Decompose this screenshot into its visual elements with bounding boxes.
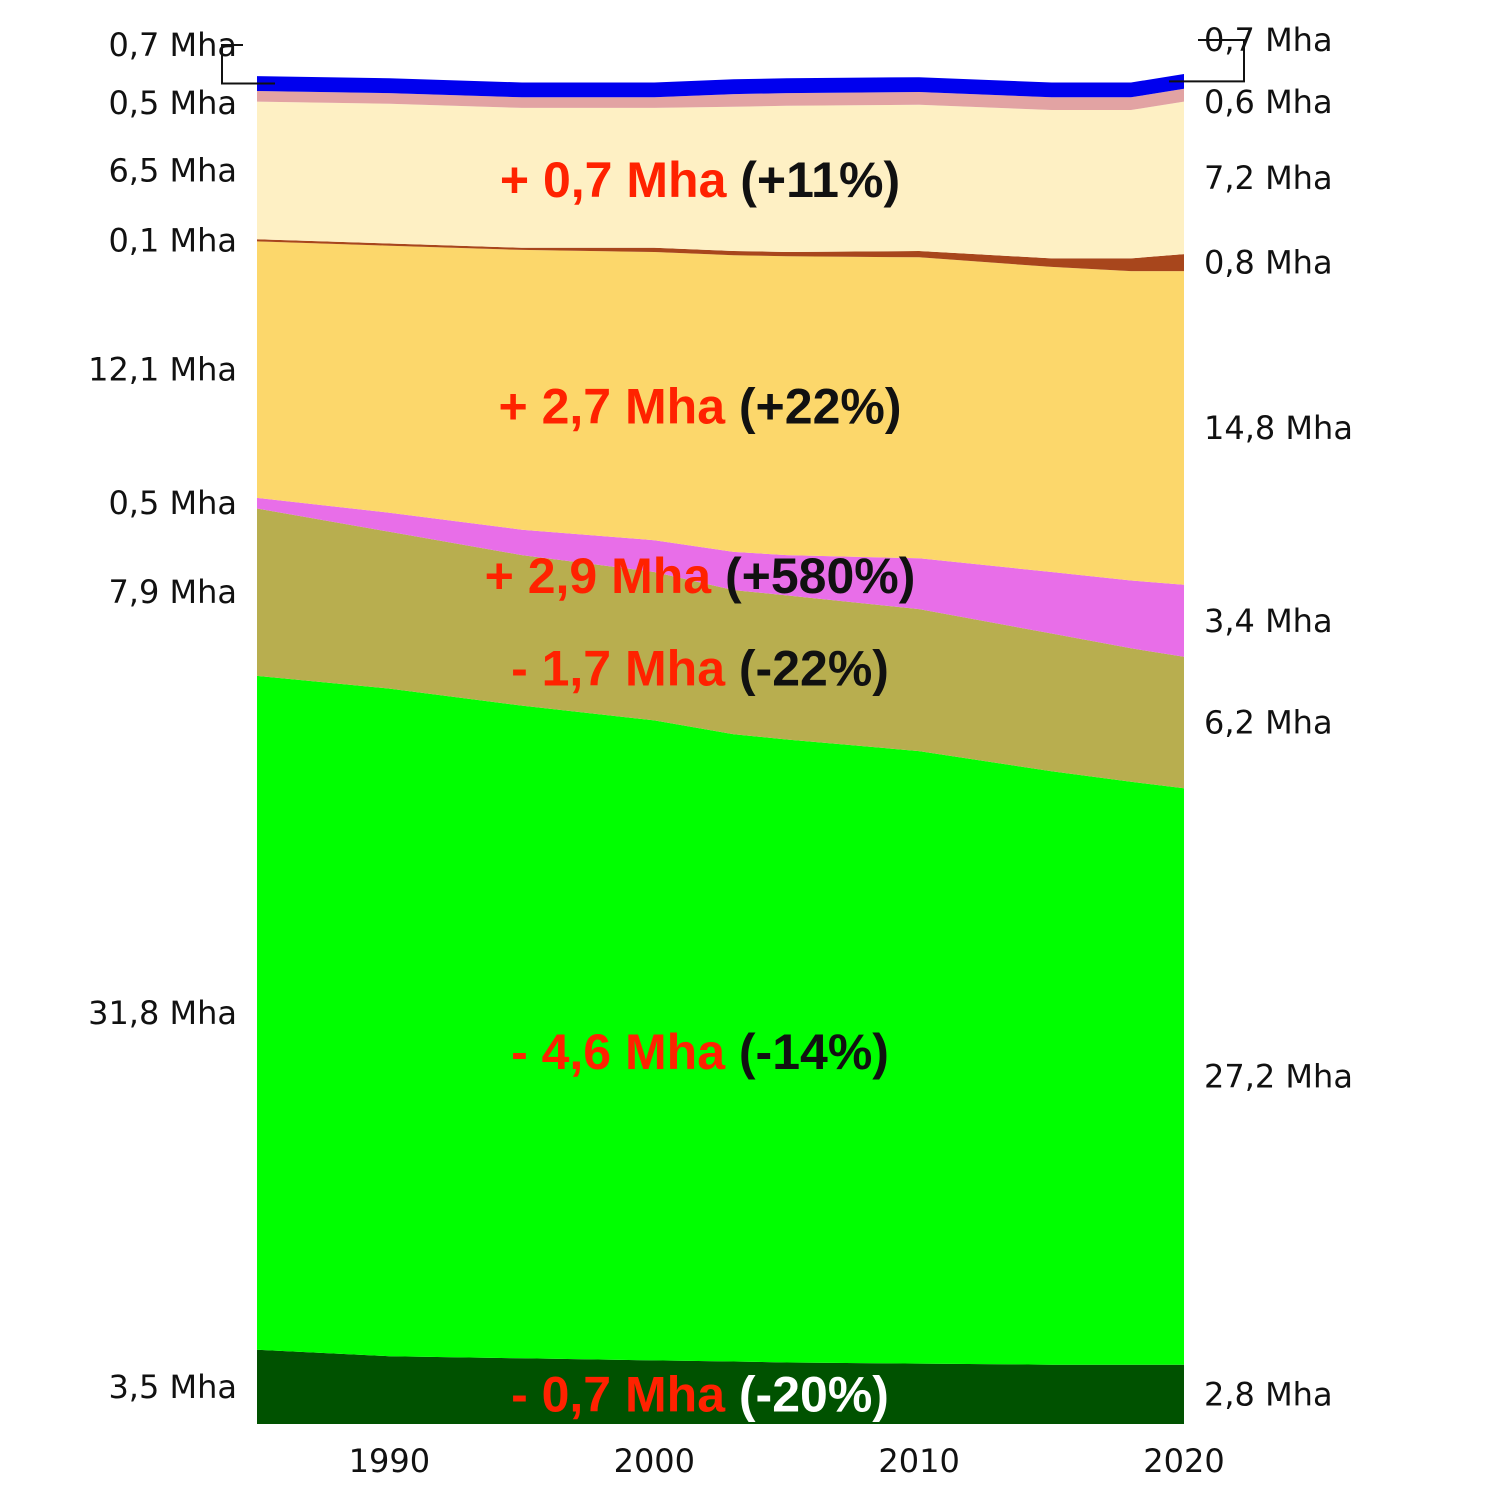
change-amount: - 0,7 Mha	[511, 1366, 739, 1422]
start-value-label: 0,7 Mha	[108, 26, 237, 64]
leader-line	[1169, 39, 1245, 83]
change-percent: (-20%)	[739, 1366, 889, 1422]
area-series-1	[257, 675, 1184, 1365]
change-amount: + 2,7 Mha	[499, 379, 739, 435]
change-label: - 0,7 Mha (-20%)	[511, 1366, 889, 1422]
start-value-label: 0,1 Mha	[108, 221, 237, 259]
area-series-2	[257, 508, 1184, 789]
change-percent: (+11%)	[740, 152, 900, 208]
area-series-0	[257, 1349, 1184, 1424]
area-series-7	[257, 88, 1184, 110]
change-amount: + 0,7 Mha	[500, 152, 740, 208]
area-series-5	[257, 239, 1184, 272]
x-axis-ticks: 1990 2000 2010 2020	[349, 1442, 1225, 1480]
leader-lines	[221, 39, 1245, 85]
x-tick-label: 2020	[1143, 1442, 1224, 1480]
area-series-3	[257, 497, 1184, 657]
change-amount: + 2,9 Mha	[485, 548, 725, 604]
area-layers	[257, 74, 1184, 1424]
start-value-label: 0,5 Mha	[108, 84, 237, 122]
end-value-label: 14,8 Mha	[1204, 409, 1353, 447]
end-value-label: 6,2 Mha	[1204, 704, 1333, 742]
start-value-label: 12,1 Mha	[88, 351, 237, 389]
start-value-label: 3,5 Mha	[108, 1368, 237, 1406]
end-value-label: 0,7 Mha	[1204, 21, 1333, 59]
change-amount: - 4,6 Mha	[511, 1024, 739, 1080]
change-label: + 0,7 Mha (+11%)	[500, 152, 900, 208]
change-percent: (+580%)	[725, 548, 915, 604]
x-tick-label: 2010	[878, 1442, 959, 1480]
start-value-label: 31,8 Mha	[88, 994, 237, 1032]
change-percent: (-22%)	[739, 640, 889, 696]
start-value-label: 6,5 Mha	[108, 151, 237, 189]
change-label: - 4,6 Mha (-14%)	[511, 1024, 889, 1080]
start-value-label: 7,9 Mha	[108, 573, 237, 611]
change-label: + 2,7 Mha (+22%)	[499, 379, 902, 435]
change-amount: - 1,7 Mha	[511, 640, 739, 696]
end-value-label: 0,6 Mha	[1204, 83, 1333, 121]
x-tick-label: 1990	[349, 1442, 430, 1480]
change-label: + 2,9 Mha (+580%)	[485, 548, 916, 604]
end-value-label: 3,4 Mha	[1204, 602, 1333, 640]
end-value-label: 27,2 Mha	[1204, 1057, 1353, 1095]
change-percent: (+22%)	[739, 379, 902, 435]
change-percent: (-14%)	[739, 1024, 889, 1080]
area-series-4	[257, 241, 1184, 585]
end-value-label: 2,8 Mha	[1204, 1375, 1333, 1413]
start-value-label: 0,5 Mha	[108, 484, 237, 522]
value-labels: 3,5 Mha 2,8 Mha 31,8 Mha 27,2 Mha 7,9 Mha 6,2…	[88, 21, 1353, 1422]
end-value-label: 7,2 Mha	[1204, 159, 1333, 197]
area-series-8	[257, 74, 1184, 98]
end-value-label: 0,8 Mha	[1204, 244, 1333, 282]
area-series-6	[257, 101, 1184, 259]
change-label: - 1,7 Mha (-22%)	[511, 640, 889, 696]
x-tick-label: 2000	[614, 1442, 695, 1480]
leader-line	[221, 44, 275, 85]
